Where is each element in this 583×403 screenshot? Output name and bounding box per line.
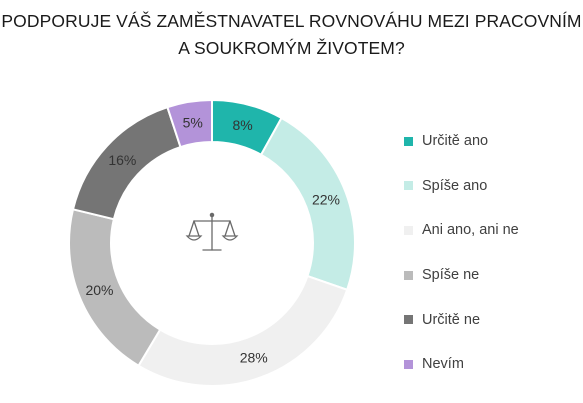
legend-label: Určitě ne	[422, 311, 481, 328]
chart-legend: Určitě ano Spíše ano Ani ano, ani ne Spí…	[404, 119, 519, 387]
legend-swatch	[404, 315, 413, 325]
data-label: 16%	[108, 152, 136, 168]
donut-slice	[68, 208, 162, 368]
legend-label: Spíše ne	[422, 267, 480, 284]
legend-item: Ani ano, ani ne	[404, 208, 519, 253]
legend-label: Spíše ano	[422, 177, 488, 194]
legend-swatch	[404, 270, 413, 280]
chart-title: PODPORUJE VÁŠ ZAMĚSTNAVATEL ROVNOVÁHU ME…	[1, 11, 582, 58]
legend-label: Ani ano, ani ne	[422, 222, 519, 239]
legend-label: Určitě ano	[422, 133, 489, 150]
legend-item: Určitě ano	[404, 119, 519, 164]
legend-item: Nevím	[404, 342, 519, 387]
legend-swatch	[404, 359, 413, 369]
donut-slice	[166, 98, 213, 149]
data-label: 8%	[233, 117, 253, 133]
donut-slice	[137, 274, 349, 387]
data-label: 20%	[85, 282, 113, 298]
data-label: 5%	[183, 115, 203, 131]
data-label: 28%	[240, 350, 268, 366]
legend-swatch	[404, 136, 413, 146]
legend-item: Spíše ne	[404, 253, 519, 298]
balance-scale-icon	[185, 212, 239, 251]
legend-label: Nevím	[422, 356, 464, 373]
donut-slice	[259, 116, 356, 292]
data-label: 22%	[312, 191, 340, 207]
legend-item: Spíše ano	[404, 164, 519, 209]
legend-swatch	[404, 181, 413, 191]
legend-swatch	[404, 225, 413, 235]
legend-item: Určitě ne	[404, 297, 519, 342]
